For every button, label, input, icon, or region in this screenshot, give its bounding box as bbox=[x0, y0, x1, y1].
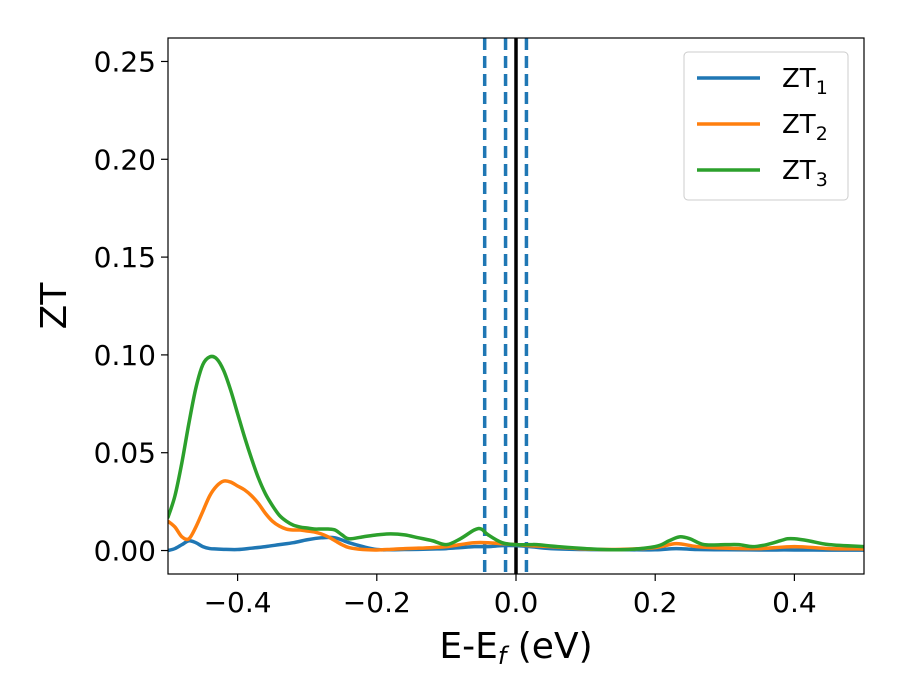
x-axis-label: E-Ef (eV) bbox=[439, 626, 592, 670]
y-axis-label: ZT bbox=[34, 282, 75, 330]
legend-label-zt3: ZT3 bbox=[782, 156, 828, 191]
legend-box bbox=[683, 51, 849, 201]
y-tick-label: 0.25 bbox=[94, 45, 156, 78]
y-tick-label: 0.10 bbox=[94, 339, 156, 372]
y-tick-label: 0.05 bbox=[94, 437, 156, 470]
legend-label-zt1: ZT1 bbox=[782, 64, 828, 99]
legend-label-zt2: ZT2 bbox=[782, 110, 828, 145]
x-tick-label: 0.2 bbox=[633, 586, 678, 619]
y-tick-label: 0.20 bbox=[94, 143, 156, 176]
series-line-zt3 bbox=[168, 354, 864, 552]
legend: ZT1 ZT2 ZT3 bbox=[683, 51, 849, 201]
x-tick-label: −0.2 bbox=[343, 586, 411, 619]
y-tick-label: 0.15 bbox=[94, 241, 156, 274]
x-tick-label: 0.4 bbox=[772, 586, 817, 619]
x-tick-label: 0.0 bbox=[494, 586, 539, 619]
y-tick-label: 0.00 bbox=[94, 535, 156, 568]
x-tick-label: −0.4 bbox=[204, 586, 272, 619]
